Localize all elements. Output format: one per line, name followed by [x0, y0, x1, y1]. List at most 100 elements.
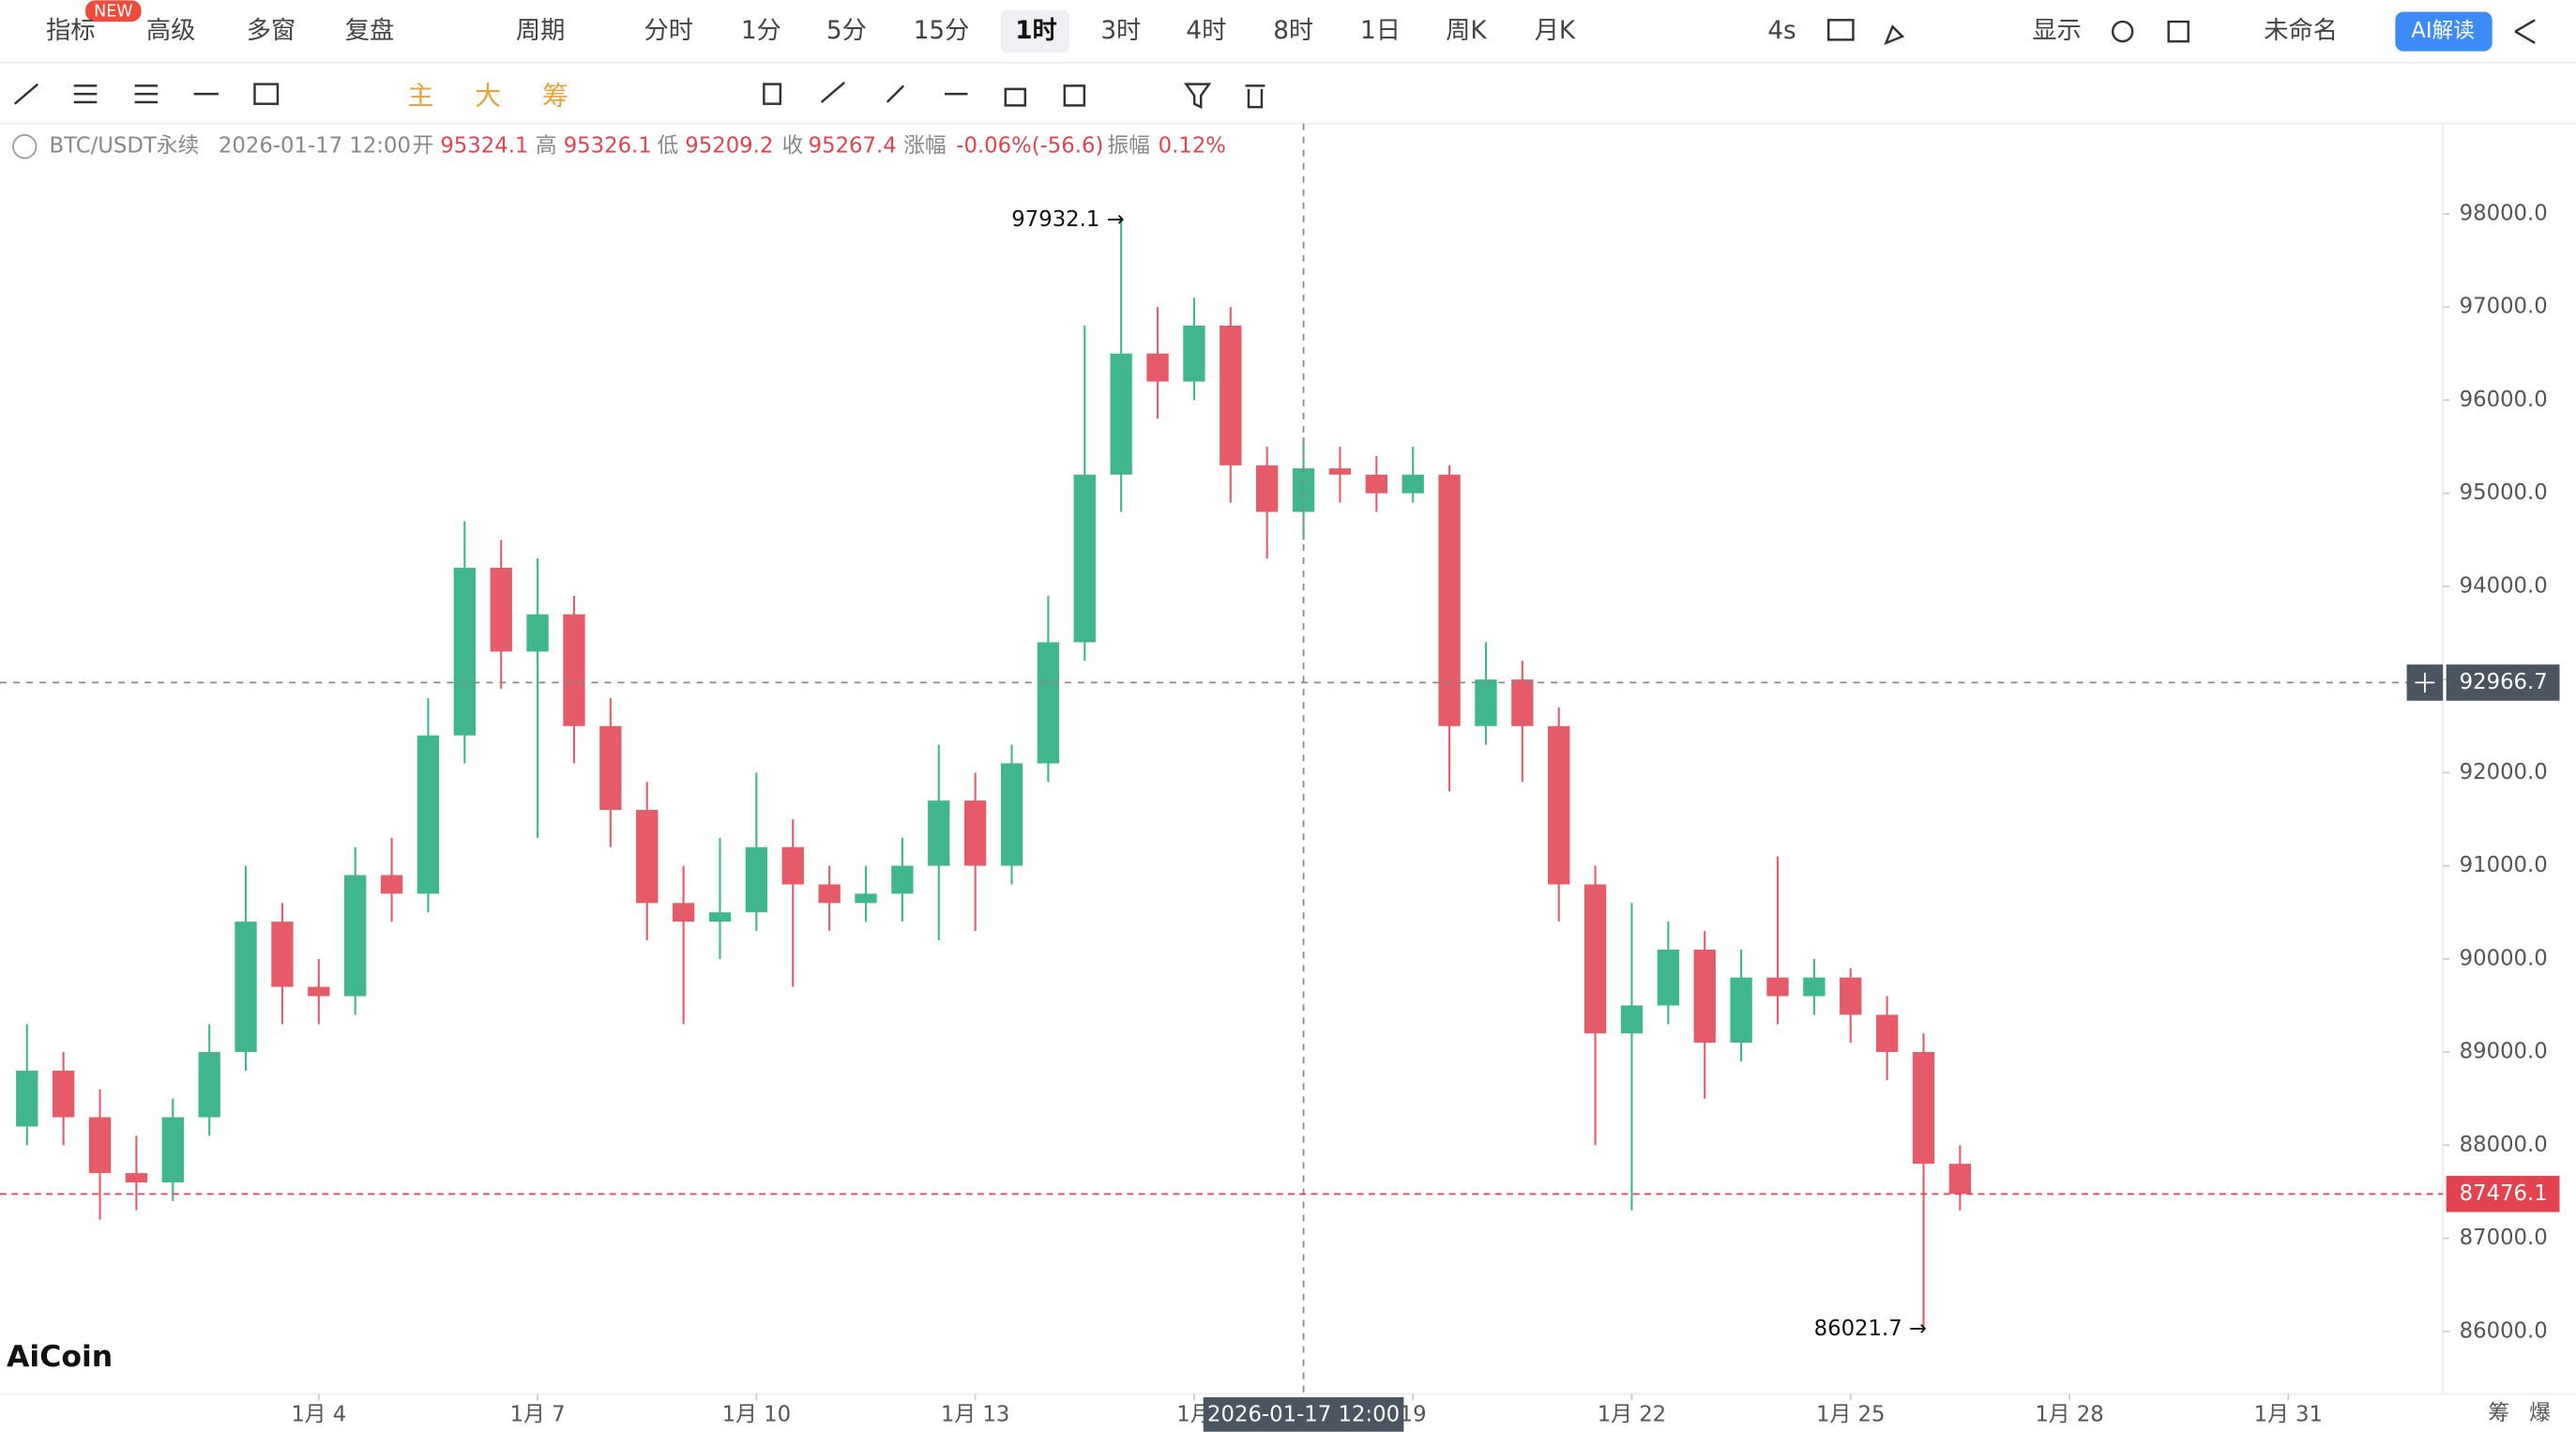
candle-body [1730, 977, 1752, 1044]
candle-body [708, 912, 732, 922]
toolbar: NEW 指标 高级 多窗 复盘 周期 分时 1分 5分 15分 1时 3时 4时… [0, 0, 2576, 64]
x-tick-label: 19 [1400, 1403, 1427, 1427]
candle-body [1073, 474, 1096, 643]
candle-body [344, 875, 367, 997]
y-tick-label: 91000.0 [2460, 853, 2548, 877]
side-tab[interactable]: 筹 [2488, 1401, 2509, 1425]
interval[interactable]: 周K [1446, 17, 1487, 45]
y-tick-label: 89000.0 [2460, 1040, 2548, 1064]
interval[interactable]: 1日 [1360, 17, 1401, 45]
candle-body [1548, 725, 1570, 885]
candle-body [672, 903, 695, 922]
candle-body [1875, 1014, 1899, 1053]
y-tick-label: 97000.0 [2460, 295, 2548, 319]
candle-body [308, 986, 330, 997]
candle-body [891, 865, 914, 894]
interval[interactable]: 1分 [741, 17, 781, 45]
y-tick-label: 88000.0 [2460, 1133, 2548, 1157]
candle-body [855, 893, 877, 904]
candle-body [16, 1070, 38, 1127]
candle-body [88, 1117, 112, 1174]
candle-body [271, 922, 294, 987]
candle-body [1328, 468, 1352, 475]
field-label: 收 [782, 134, 804, 159]
candle-body [1402, 474, 1424, 494]
candle-body [818, 884, 841, 904]
display[interactable]: 显示 [2032, 17, 2082, 45]
field-value: 95326.1 [564, 134, 652, 159]
field-value: 0.12% [1159, 134, 1226, 159]
candle-body [1110, 353, 1132, 475]
price-annotation: 97932.1 → [1011, 207, 1124, 232]
layout-name[interactable]: 未命名 [2264, 17, 2338, 45]
crosshair-y-box [2446, 664, 2560, 701]
y-tick-label: 96000.0 [2460, 388, 2548, 412]
candle-body [490, 568, 512, 652]
interval-active[interactable]: 1时 [1015, 17, 1057, 45]
crosshair-y-label: 92966.7 [2460, 670, 2548, 694]
candle-body [198, 1052, 220, 1118]
x-tick-label: 1月 25 [1816, 1403, 1885, 1427]
y-tick-label: 86000.0 [2460, 1318, 2548, 1343]
period[interactable]: 周期 [516, 17, 566, 45]
multi-window[interactable]: 多窗 [247, 17, 296, 45]
field-label: 低 [658, 134, 679, 159]
candle-body [599, 725, 622, 811]
field-value: 95209.2 [685, 134, 773, 159]
candle-body [745, 846, 768, 913]
indicators[interactable]: 指标 [46, 17, 96, 45]
candle-body [1511, 679, 1534, 726]
big-tool[interactable]: 大 [475, 81, 501, 112]
candle-body [1256, 465, 1279, 512]
plus-icon [2415, 672, 2435, 693]
y-tick-label: 95000.0 [2460, 480, 2548, 505]
candle-body [417, 735, 440, 894]
interval[interactable]: 月K [1535, 17, 1576, 45]
crosshair-x-box [1203, 1396, 1404, 1432]
advanced[interactable]: 高级 [146, 17, 196, 45]
x-tick-label: 1月 22 [1598, 1403, 1666, 1427]
ai-button[interactable]: AI解读 [2411, 19, 2475, 43]
price-annotation: 86021.7 → [1814, 1317, 1927, 1341]
x-tick-label: 1月 31 [2254, 1403, 2323, 1427]
candle-body [1840, 977, 1862, 1015]
interval[interactable]: 3时 [1100, 17, 1141, 45]
candle-body [125, 1173, 148, 1183]
drawing-toolbar: 主 大 筹 [0, 81, 2576, 125]
y-tick-label: 90000.0 [2460, 946, 2548, 970]
interval[interactable]: 4时 [1186, 17, 1226, 45]
y-tick-label: 92000.0 [2460, 760, 2548, 785]
interval[interactable]: 15分 [914, 17, 970, 45]
replay[interactable]: 复盘 [345, 17, 395, 45]
candle-body [1766, 977, 1789, 997]
x-tick-label: 1月 13 [941, 1403, 1009, 1427]
candle-body [161, 1117, 184, 1183]
side-tab[interactable]: 爆 [2529, 1401, 2551, 1425]
candle-body [1146, 353, 1169, 382]
symbol: BTC/USDT永续 [50, 134, 200, 159]
interval[interactable]: 5分 [826, 17, 867, 45]
interval[interactable]: 分时 [644, 17, 694, 45]
info-line: BTC/USDT永续 2026-01-17 12:00 开 95324.1 高 … [12, 134, 1226, 160]
candle-body [1438, 474, 1461, 726]
interval[interactable]: 8时 [1273, 17, 1313, 45]
candle-body [1620, 1005, 1644, 1034]
y-tick-label: 87000.0 [2460, 1226, 2548, 1250]
chip-tool[interactable]: 筹 [542, 81, 568, 112]
candle-body [636, 810, 659, 904]
candle-body [1475, 679, 1497, 726]
main-tool[interactable]: 主 [407, 81, 433, 112]
candle-body [1220, 326, 1242, 465]
candle-body [1000, 763, 1023, 866]
refresh-rate[interactable]: 4s [1767, 17, 1796, 45]
candle-body [1803, 977, 1826, 997]
candle-body [1365, 474, 1387, 494]
candle-body [1583, 884, 1607, 1034]
candle-body [1657, 949, 1680, 1006]
logo: AiCoin [7, 1340, 113, 1374]
candle-body [781, 846, 804, 885]
plot: 86000.0 87000.0 88000.0 89000.0 90000.0 91000… [0, 123, 2560, 1432]
last-price-label: 87476.1 [2460, 1181, 2548, 1206]
field-value: -0.06%(-56.6) [956, 134, 1103, 159]
